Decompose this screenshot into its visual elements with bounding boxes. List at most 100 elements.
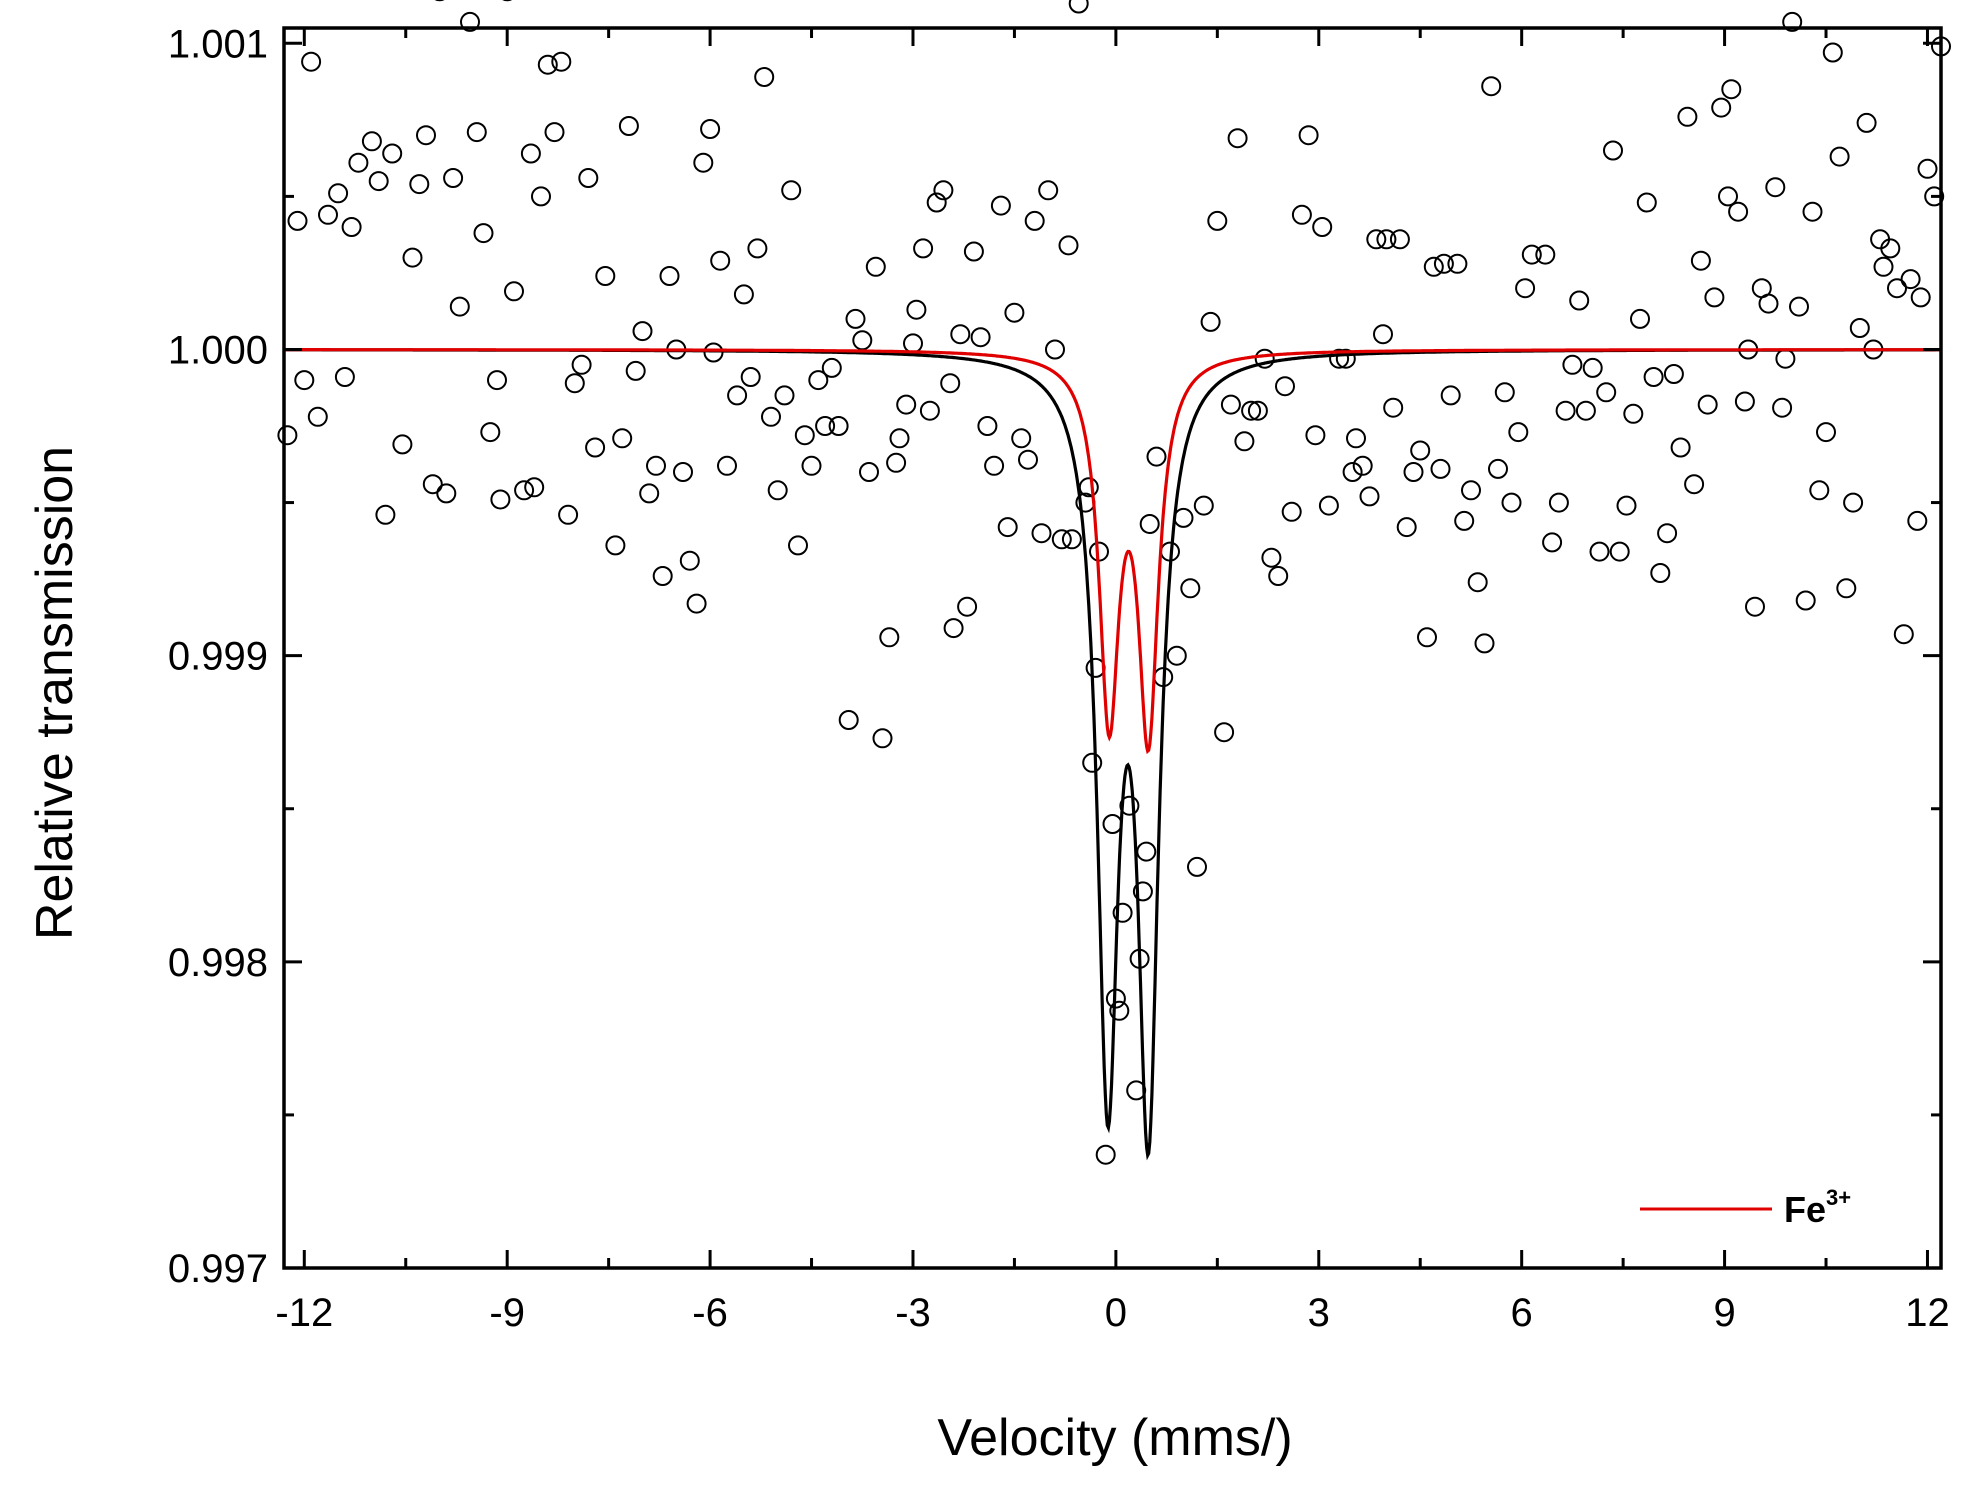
data-point bbox=[1543, 533, 1561, 551]
data-point bbox=[1685, 475, 1703, 493]
x-tick-label: 9 bbox=[1713, 1291, 1735, 1335]
data-point bbox=[1012, 429, 1030, 447]
data-point bbox=[776, 386, 794, 404]
data-point bbox=[1344, 463, 1362, 481]
data-point bbox=[941, 374, 959, 392]
data-point bbox=[1293, 206, 1311, 224]
data-point bbox=[1611, 543, 1629, 561]
data-point bbox=[1577, 402, 1595, 420]
data-point bbox=[769, 481, 787, 499]
data-point bbox=[1705, 288, 1723, 306]
data-point bbox=[1597, 383, 1615, 401]
data-point bbox=[718, 457, 736, 475]
data-point bbox=[546, 123, 564, 141]
data-point bbox=[674, 463, 692, 481]
data-point bbox=[1469, 573, 1487, 591]
data-point bbox=[1651, 564, 1669, 582]
data-point bbox=[336, 368, 354, 386]
data-point bbox=[985, 457, 1003, 475]
data-point bbox=[1604, 142, 1622, 160]
data-point bbox=[1919, 160, 1937, 178]
data-point bbox=[1496, 383, 1514, 401]
data-point bbox=[1658, 524, 1676, 542]
data-point bbox=[613, 429, 631, 447]
data-point bbox=[424, 475, 442, 493]
data-point bbox=[860, 463, 878, 481]
data-point bbox=[1300, 126, 1318, 144]
data-point bbox=[742, 368, 760, 386]
fit-curves bbox=[284, 350, 1941, 1156]
data-point bbox=[1411, 442, 1429, 460]
data-point bbox=[1482, 77, 1500, 95]
data-point bbox=[1053, 530, 1071, 548]
data-point bbox=[488, 371, 506, 389]
legend: Fe3+ bbox=[1640, 1185, 1851, 1230]
data-point bbox=[640, 484, 658, 502]
data-point bbox=[566, 374, 584, 392]
x-tick-label: 0 bbox=[1105, 1291, 1127, 1335]
data-point bbox=[1320, 497, 1338, 515]
data-point bbox=[573, 356, 591, 374]
data-point bbox=[606, 536, 624, 554]
data-point bbox=[417, 126, 435, 144]
data-point bbox=[579, 169, 597, 187]
data-point bbox=[1354, 457, 1372, 475]
data-point bbox=[1063, 530, 1081, 548]
data-point bbox=[847, 310, 865, 328]
data-point bbox=[1797, 592, 1815, 610]
data-point bbox=[830, 417, 848, 435]
data-point bbox=[1618, 497, 1636, 515]
data-point bbox=[1104, 815, 1122, 833]
data-point bbox=[1804, 203, 1822, 221]
data-point bbox=[1097, 1146, 1115, 1164]
data-point bbox=[1631, 310, 1649, 328]
y-tick-label: 1.000 bbox=[168, 328, 268, 372]
data-point bbox=[1888, 279, 1906, 297]
data-point bbox=[1895, 625, 1913, 643]
data-point bbox=[309, 408, 327, 426]
data-point bbox=[1503, 494, 1521, 512]
data-point bbox=[1817, 423, 1835, 441]
data-point bbox=[634, 322, 652, 340]
data-point bbox=[1678, 108, 1696, 126]
data-point bbox=[1384, 399, 1402, 417]
legend-label-superscript: 3+ bbox=[1826, 1185, 1851, 1210]
fit-line-total bbox=[284, 350, 1941, 1155]
data-point bbox=[1046, 341, 1064, 359]
data-point bbox=[1810, 481, 1828, 499]
data-point bbox=[1645, 368, 1663, 386]
data-point bbox=[748, 239, 766, 257]
data-point bbox=[945, 619, 963, 637]
data-point bbox=[1557, 402, 1575, 420]
data-point bbox=[370, 172, 388, 190]
data-point bbox=[1550, 494, 1568, 512]
data-point bbox=[1692, 252, 1710, 270]
data-point bbox=[532, 187, 550, 205]
data-point bbox=[1148, 448, 1166, 466]
data-point bbox=[1773, 399, 1791, 417]
data-point bbox=[559, 506, 577, 524]
data-point bbox=[1269, 567, 1287, 585]
data-point bbox=[914, 239, 932, 257]
data-point bbox=[992, 197, 1010, 215]
data-point bbox=[505, 282, 523, 300]
data-point bbox=[404, 249, 422, 267]
data-point bbox=[475, 224, 493, 242]
data-point bbox=[302, 53, 320, 71]
data-point bbox=[1591, 543, 1609, 561]
data-point bbox=[840, 711, 858, 729]
data-point bbox=[1202, 313, 1220, 331]
data-point bbox=[1875, 258, 1893, 276]
x-tick-label: 6 bbox=[1511, 1291, 1533, 1335]
data-point bbox=[1405, 463, 1423, 481]
data-point bbox=[1313, 218, 1331, 236]
data-point bbox=[1141, 515, 1159, 533]
data-point bbox=[762, 408, 780, 426]
data-point bbox=[1509, 423, 1527, 441]
x-tick-label: -6 bbox=[692, 1291, 728, 1335]
data-point bbox=[661, 267, 679, 285]
data-point bbox=[319, 206, 337, 224]
data-point bbox=[965, 243, 983, 261]
data-point bbox=[1837, 579, 1855, 597]
data-point bbox=[1425, 258, 1443, 276]
